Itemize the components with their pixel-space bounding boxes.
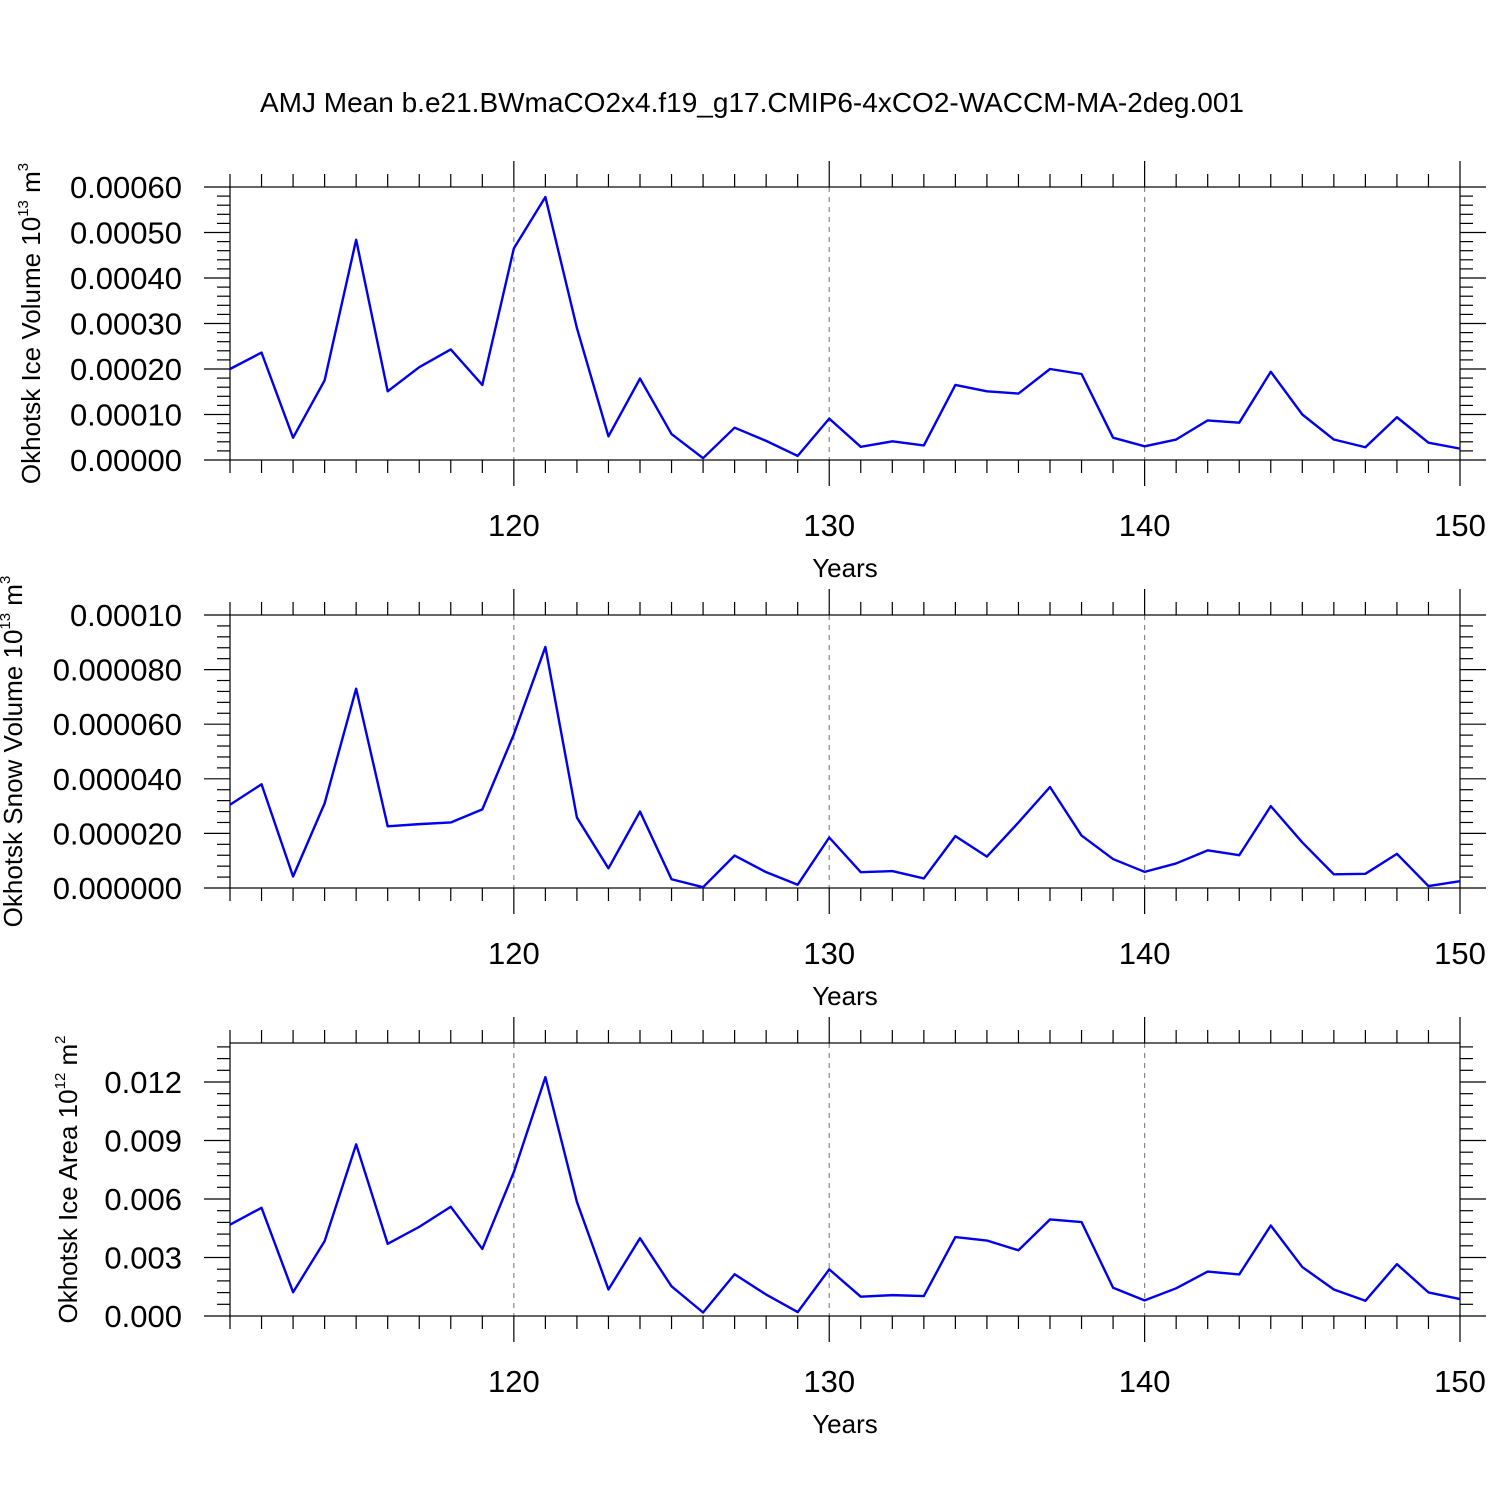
- x-axis-label: Years: [812, 553, 878, 583]
- y-tick-label: 0.006: [104, 1182, 182, 1217]
- y-axis-label-text: Okhotsk Snow Volume 10: [0, 630, 28, 928]
- y-axis-label-text: Okhotsk Ice Area 10: [53, 1089, 83, 1323]
- x-tick-label: 140: [1119, 508, 1171, 543]
- y-tick-label: 0.00040: [70, 261, 182, 296]
- y-axis-label-text: Okhotsk Ice Volume 10: [16, 217, 46, 484]
- x-tick-label: 130: [803, 936, 855, 971]
- panel-3: 0.000 0.003 0.006 0.009 0.012 120 130 140 150 Yea…: [52, 1017, 1486, 1439]
- series-line: [229, 195, 1461, 460]
- y-tick-label: 0.012: [104, 1065, 182, 1100]
- y-axis-label-unit-exponent: 2: [52, 1035, 69, 1043]
- y-tick-label: 0.00050: [70, 216, 182, 251]
- y-tick-label: 0.009: [104, 1124, 182, 1159]
- series-line: [229, 1075, 1461, 1314]
- y-tick-label: 0.000060: [53, 707, 182, 742]
- y-tick-label: 0.00010: [70, 598, 182, 633]
- plot-frame: [229, 1042, 1461, 1317]
- y-axis-label-unit-exponent: 3: [0, 576, 14, 584]
- y-tick-label: 0.00060: [70, 170, 182, 205]
- x-tick-label: 130: [803, 1364, 855, 1399]
- x-axis-label: Years: [812, 981, 878, 1011]
- x-tick-label: 140: [1119, 1364, 1171, 1399]
- y-axis-label: Okhotsk Ice Volume 1013 m3: [15, 163, 46, 484]
- y-tick-label: 0.003: [104, 1241, 182, 1276]
- y-axis-label: Okhotsk Ice Area 1012 m2: [52, 1035, 83, 1323]
- plot-frame: [229, 614, 1461, 889]
- x-tick-label: 120: [488, 936, 540, 971]
- series-line: [229, 645, 1461, 889]
- x-tick-label: 140: [1119, 936, 1171, 971]
- x-tick-label: 120: [488, 1364, 540, 1399]
- y-tick-label: 0.00020: [70, 352, 182, 387]
- y-axis-label-exponent: 13: [15, 200, 32, 217]
- x-axis-label: Years: [812, 1409, 878, 1439]
- y-axis-label-unit: m: [16, 171, 46, 200]
- x-tick-label: 150: [1434, 1364, 1486, 1399]
- figure-title: AMJ Mean b.e21.BWmaCO2x4.f19_g17.CMIP6-4…: [260, 87, 1244, 118]
- y-tick-label: 0.000: [104, 1299, 182, 1334]
- y-axis-label-exponent: 12: [52, 1073, 69, 1090]
- y-axis-label-exponent: 13: [0, 613, 14, 630]
- y-tick-label: 0.000020: [53, 816, 182, 851]
- y-tick-label: 0.000040: [53, 762, 182, 797]
- y-tick-label: 0.00030: [70, 307, 182, 342]
- plot-frame: [229, 186, 1461, 461]
- chart-panels: 0.00000 0.00010 0.00020 0.00030 0.00040 0.000…: [0, 161, 1486, 1439]
- panel-2: 0.000000 0.000020 0.000040 0.000060 0.000080…: [0, 576, 1486, 1011]
- y-axis-label: Okhotsk Snow Volume 1013 m3: [0, 576, 28, 928]
- y-tick-label: 0.000000: [53, 871, 182, 906]
- y-axis-label-unit: m: [0, 584, 28, 613]
- y-axis-label-unit: m: [53, 1044, 83, 1073]
- x-tick-label: 120: [488, 508, 540, 543]
- x-tick-label: 150: [1434, 508, 1486, 543]
- y-axis-label-unit-exponent: 3: [15, 163, 32, 171]
- y-tick-label: 0.00010: [70, 398, 182, 433]
- y-tick-label: 0.00000: [70, 443, 182, 478]
- x-tick-label: 150: [1434, 936, 1486, 971]
- panel-1: 0.00000 0.00010 0.00020 0.00030 0.00040 0.000…: [15, 161, 1486, 583]
- y-tick-label: 0.000080: [53, 653, 182, 688]
- x-tick-label: 130: [803, 508, 855, 543]
